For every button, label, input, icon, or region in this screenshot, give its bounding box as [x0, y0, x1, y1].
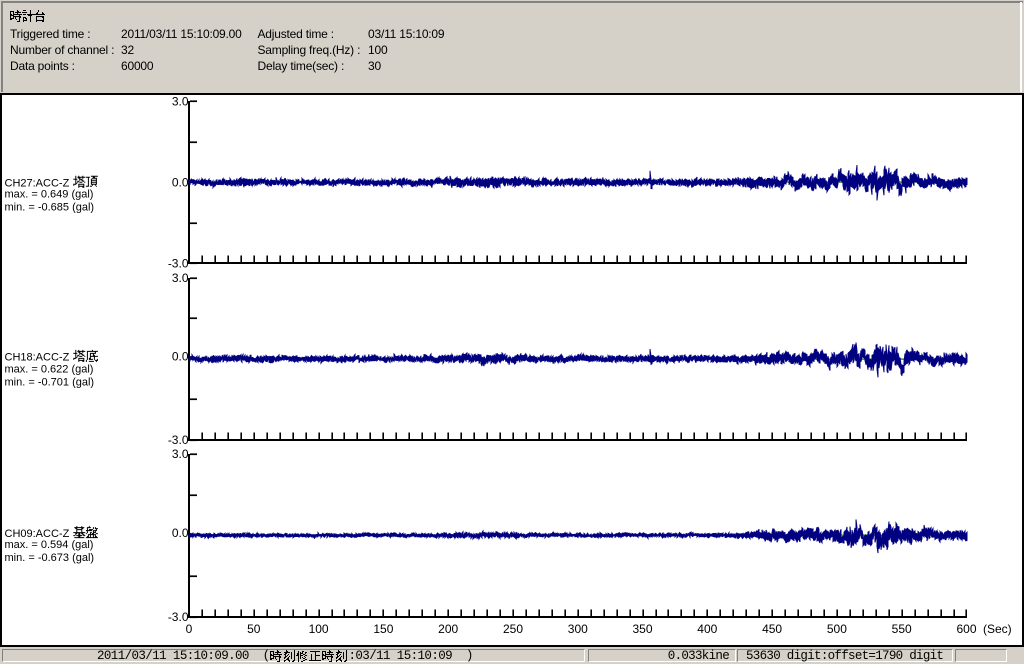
svg-text:3.0: 3.0 [172, 95, 189, 109]
svg-text:3.0: 3.0 [172, 447, 189, 461]
svg-text:500: 500 [827, 622, 847, 636]
svg-text:150: 150 [373, 622, 393, 636]
svg-text:0.0: 0.0 [172, 176, 189, 190]
svg-text:3.0: 3.0 [172, 271, 189, 285]
svg-text:450: 450 [762, 622, 782, 636]
svg-text:-3.0: -3.0 [168, 433, 189, 447]
svg-text:max. = 0.622 (gal): max. = 0.622 (gal) [5, 364, 94, 376]
svg-text:600: 600 [956, 622, 976, 636]
svg-text:100: 100 [309, 622, 329, 636]
svg-text:0: 0 [186, 622, 193, 636]
svg-text:250: 250 [503, 622, 523, 636]
svg-text:400: 400 [697, 622, 717, 636]
svg-text:min. = -0.701 (gal): min. = -0.701 (gal) [5, 376, 95, 388]
svg-text:200: 200 [438, 622, 458, 636]
svg-text:0.0: 0.0 [172, 350, 189, 364]
svg-text:(Sec): (Sec) [983, 622, 1012, 636]
svg-text:max. = 0.594 (gal): max. = 0.594 (gal) [5, 539, 94, 551]
svg-text:CH27:ACC-Z: CH27:ACC-Z [5, 178, 70, 190]
svg-text:-3.0: -3.0 [168, 257, 189, 271]
svg-text:min. = -0.673 (gal): min. = -0.673 (gal) [5, 552, 95, 564]
svg-text:max. = 0.649 (gal): max. = 0.649 (gal) [5, 189, 94, 201]
svg-text:0.0: 0.0 [172, 526, 189, 540]
svg-text:min. = -0.685 (gal): min. = -0.685 (gal) [5, 202, 95, 214]
svg-text:50: 50 [247, 622, 261, 636]
svg-text:350: 350 [632, 622, 652, 636]
svg-text:300: 300 [568, 622, 588, 636]
svg-text:-3.0: -3.0 [168, 610, 189, 624]
svg-text:CH09:ACC-Z: CH09:ACC-Z [5, 528, 70, 540]
svg-text:550: 550 [892, 622, 912, 636]
svg-text:CH18:ACC-Z: CH18:ACC-Z [5, 352, 70, 364]
